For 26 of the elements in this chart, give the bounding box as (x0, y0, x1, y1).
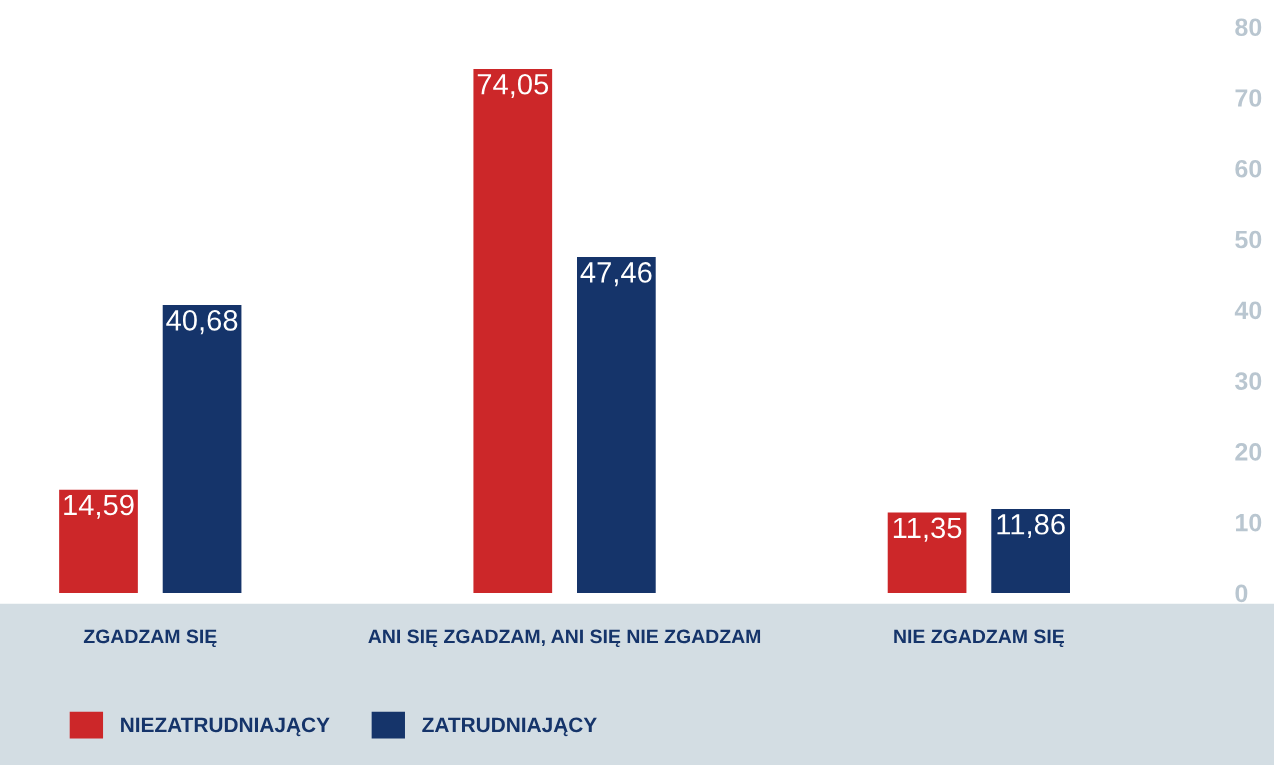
data-label: 14,59 (64, 494, 134, 519)
x-tick-label: ZGADZAM SIĘ (83, 629, 217, 648)
data-label: 74,05 (477, 73, 549, 98)
y-tick-label: 20 (1235, 442, 1262, 461)
data-label: 11,86 (997, 513, 1065, 539)
data-label: 47,46 (580, 262, 652, 287)
x-tick-label: ANI SIĘ ZGADZAM, ANI SIĘ NIE ZGADZAM (368, 629, 761, 648)
bar (162, 305, 242, 593)
data-label: 40,68 (166, 310, 238, 335)
legend-label: NIEZATRUDNIAJĄCY (121, 717, 330, 737)
bar (887, 512, 967, 593)
y-tick-label: 30 (1235, 372, 1262, 390)
bar (59, 489, 138, 593)
data-label: 11,35 (893, 517, 962, 542)
y-tick-label: 80 (1235, 18, 1262, 37)
y-tick-label: 60 (1235, 159, 1262, 178)
bar (473, 68, 553, 593)
bar (577, 257, 656, 593)
x-tick-label: NIE ZGADZAM SIĘ (894, 629, 1064, 648)
y-tick-label: 70 (1235, 89, 1262, 107)
y-tick-label: 0 (1235, 584, 1248, 603)
bar (991, 508, 1070, 593)
y-tick-label: 40 (1234, 301, 1262, 320)
y-tick-label: 50 (1235, 230, 1262, 249)
legend-label: ZATRUDNIAJĄCY (422, 717, 597, 737)
y-tick-label: 10 (1236, 513, 1262, 532)
